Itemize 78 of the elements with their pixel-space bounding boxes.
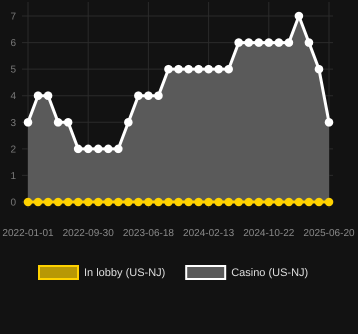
point — [24, 118, 32, 127]
point — [314, 198, 324, 206]
point — [94, 144, 103, 154]
point — [254, 38, 264, 47]
x-tick-label: 2024-02-13 — [183, 228, 235, 239]
point — [274, 38, 284, 47]
point — [304, 198, 314, 206]
point — [104, 198, 113, 206]
point — [244, 38, 254, 47]
point — [314, 64, 324, 74]
point — [64, 118, 72, 127]
x-tick-label: 2023-06-18 — [122, 228, 174, 239]
legend-label: In lobby (US-NJ) — [84, 266, 166, 279]
point — [84, 144, 92, 154]
point — [244, 198, 254, 206]
point — [134, 91, 143, 100]
point — [204, 64, 213, 74]
x-tick-label: 2022-01-01 — [2, 228, 54, 239]
point — [284, 198, 294, 206]
point — [54, 118, 62, 127]
point — [34, 91, 42, 100]
point — [214, 198, 223, 206]
point — [154, 198, 163, 206]
point — [154, 91, 163, 100]
point — [174, 198, 183, 206]
y-tick-label: 2 — [10, 144, 16, 156]
point — [234, 198, 243, 206]
point — [224, 64, 233, 74]
point — [284, 38, 294, 47]
point — [324, 118, 334, 127]
point — [184, 64, 193, 74]
point — [174, 64, 183, 74]
point — [214, 64, 223, 74]
point — [114, 144, 123, 154]
y-tick-label: 4 — [10, 91, 16, 102]
point — [134, 198, 143, 206]
point — [264, 38, 274, 47]
y-tick-label: 1 — [10, 170, 16, 182]
x-tick-label: 2024-10-22 — [243, 228, 295, 239]
point — [254, 198, 264, 206]
x-tick-label: 2022-09-30 — [62, 228, 114, 239]
point — [74, 144, 82, 154]
point — [54, 198, 62, 206]
point — [114, 198, 123, 206]
point — [34, 198, 42, 206]
point — [324, 198, 334, 206]
point — [124, 198, 133, 206]
point — [234, 38, 243, 47]
point — [264, 198, 274, 206]
point — [274, 198, 284, 206]
y-tick-label: 5 — [10, 64, 16, 76]
y-tick-label: 6 — [10, 38, 16, 50]
y-tick-label: 7 — [10, 12, 16, 22]
point — [194, 64, 203, 74]
point — [204, 198, 213, 206]
point — [64, 198, 72, 206]
point — [24, 198, 32, 206]
point — [224, 198, 233, 206]
y-tick-label: 0 — [10, 198, 16, 208]
point — [44, 91, 52, 100]
point — [144, 91, 153, 100]
point — [184, 198, 193, 206]
point — [304, 38, 314, 47]
point — [144, 198, 153, 206]
point — [294, 12, 304, 20]
point — [94, 198, 103, 206]
point — [84, 198, 92, 206]
point — [194, 198, 203, 206]
point — [104, 144, 113, 154]
point — [44, 198, 52, 206]
y-tick-label: 3 — [10, 118, 16, 129]
point — [164, 198, 173, 206]
point — [124, 118, 133, 127]
point — [294, 198, 304, 206]
legend-label: Casino (US-NJ) — [231, 266, 308, 279]
x-tick-label: 2025-06-20 — [303, 228, 356, 239]
point — [164, 64, 173, 74]
point — [74, 198, 82, 206]
